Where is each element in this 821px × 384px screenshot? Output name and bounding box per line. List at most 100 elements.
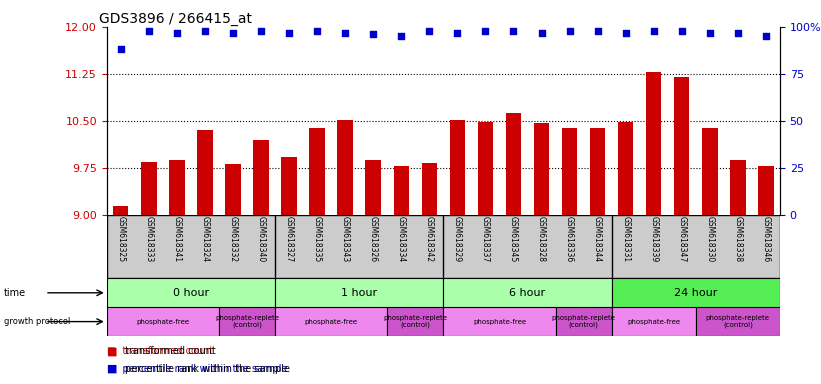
- Bar: [254, 140, 268, 215]
- Text: GSM618344: GSM618344: [593, 216, 602, 263]
- Text: phosphate-free: phosphate-free: [473, 319, 526, 324]
- Bar: [695, 307, 780, 336]
- Text: GSM618324: GSM618324: [200, 216, 209, 262]
- Point: [255, 28, 268, 34]
- Text: GSM618339: GSM618339: [649, 216, 658, 263]
- Bar: [730, 161, 745, 215]
- Bar: [282, 157, 296, 215]
- Bar: [275, 278, 443, 307]
- Text: phosphate-free: phosphate-free: [136, 319, 190, 324]
- Point: [479, 28, 492, 34]
- Point: [591, 28, 604, 34]
- Bar: [337, 120, 353, 215]
- Text: GSM618332: GSM618332: [228, 216, 237, 262]
- Text: 24 hour: 24 hour: [674, 288, 718, 298]
- Bar: [443, 278, 612, 307]
- Bar: [612, 278, 780, 307]
- Bar: [702, 129, 718, 215]
- Bar: [393, 166, 409, 215]
- Bar: [141, 162, 157, 215]
- Text: 1 hour: 1 hour: [341, 288, 378, 298]
- Text: GSM618327: GSM618327: [285, 216, 294, 262]
- Bar: [219, 307, 275, 336]
- Point: [395, 33, 408, 40]
- Point: [114, 46, 127, 53]
- Bar: [534, 124, 549, 215]
- Point: [619, 30, 632, 36]
- Point: [142, 28, 155, 34]
- Text: GSM618342: GSM618342: [424, 216, 433, 262]
- Point: [675, 28, 688, 34]
- Point: [227, 30, 240, 36]
- Point: [563, 28, 576, 34]
- Text: GSM618328: GSM618328: [537, 216, 546, 262]
- Bar: [107, 307, 219, 336]
- Point: [732, 30, 745, 36]
- Bar: [169, 161, 185, 215]
- Bar: [310, 129, 325, 215]
- Point: [647, 28, 660, 34]
- Text: ■  transformed count: ■ transformed count: [107, 346, 213, 356]
- Text: GSM618335: GSM618335: [313, 216, 322, 263]
- Bar: [562, 129, 577, 215]
- Text: GSM618326: GSM618326: [369, 216, 378, 262]
- Bar: [443, 307, 556, 336]
- Bar: [618, 122, 633, 215]
- Text: GSM618337: GSM618337: [481, 216, 490, 263]
- Text: GSM618346: GSM618346: [761, 216, 770, 263]
- Text: phosphate-replete
(control): phosphate-replete (control): [552, 315, 616, 328]
- Text: phosphate-replete
(control): phosphate-replete (control): [383, 315, 447, 328]
- Text: 6 hour: 6 hour: [509, 288, 546, 298]
- Bar: [450, 120, 465, 215]
- Bar: [556, 307, 612, 336]
- Point: [704, 30, 717, 36]
- Text: GSM618333: GSM618333: [144, 216, 154, 263]
- Point: [367, 31, 380, 38]
- Point: [170, 30, 183, 36]
- Bar: [506, 113, 521, 215]
- Point: [338, 30, 351, 36]
- Bar: [590, 129, 605, 215]
- Text: GDS3896 / 266415_at: GDS3896 / 266415_at: [99, 12, 251, 25]
- Bar: [365, 161, 381, 215]
- Bar: [113, 205, 128, 215]
- Point: [282, 30, 296, 36]
- Text: phosphate-free: phosphate-free: [627, 319, 681, 324]
- Bar: [275, 307, 388, 336]
- Text: GSM618343: GSM618343: [341, 216, 350, 263]
- Text: GSM618334: GSM618334: [397, 216, 406, 263]
- Text: ■: ■: [107, 346, 117, 356]
- Bar: [107, 278, 275, 307]
- Text: percentile rank within the sample: percentile rank within the sample: [125, 364, 290, 374]
- Text: transformed count: transformed count: [125, 346, 216, 356]
- Bar: [759, 166, 773, 215]
- Text: GSM618330: GSM618330: [705, 216, 714, 263]
- Text: ■  percentile rank within the sample: ■ percentile rank within the sample: [107, 364, 287, 374]
- Text: phosphate-replete
(control): phosphate-replete (control): [215, 315, 279, 328]
- Bar: [478, 122, 493, 215]
- Text: GSM618338: GSM618338: [733, 216, 742, 262]
- Bar: [674, 77, 690, 215]
- Text: GSM618336: GSM618336: [565, 216, 574, 263]
- Bar: [646, 72, 662, 215]
- Point: [535, 30, 548, 36]
- Text: GSM618347: GSM618347: [677, 216, 686, 263]
- Text: GSM618325: GSM618325: [117, 216, 126, 262]
- Text: GSM618345: GSM618345: [509, 216, 518, 263]
- Bar: [388, 307, 443, 336]
- Text: phosphate-free: phosphate-free: [305, 319, 358, 324]
- Text: 0 hour: 0 hour: [172, 288, 209, 298]
- Text: time: time: [4, 288, 26, 298]
- Text: GSM618341: GSM618341: [172, 216, 181, 262]
- Point: [423, 28, 436, 34]
- Point: [199, 28, 212, 34]
- Point: [451, 30, 464, 36]
- Bar: [612, 307, 695, 336]
- Bar: [225, 164, 241, 215]
- Text: ■: ■: [107, 364, 117, 374]
- Text: growth protocol: growth protocol: [4, 317, 71, 326]
- Point: [759, 33, 773, 40]
- Point: [507, 28, 520, 34]
- Bar: [422, 163, 437, 215]
- Bar: [197, 131, 213, 215]
